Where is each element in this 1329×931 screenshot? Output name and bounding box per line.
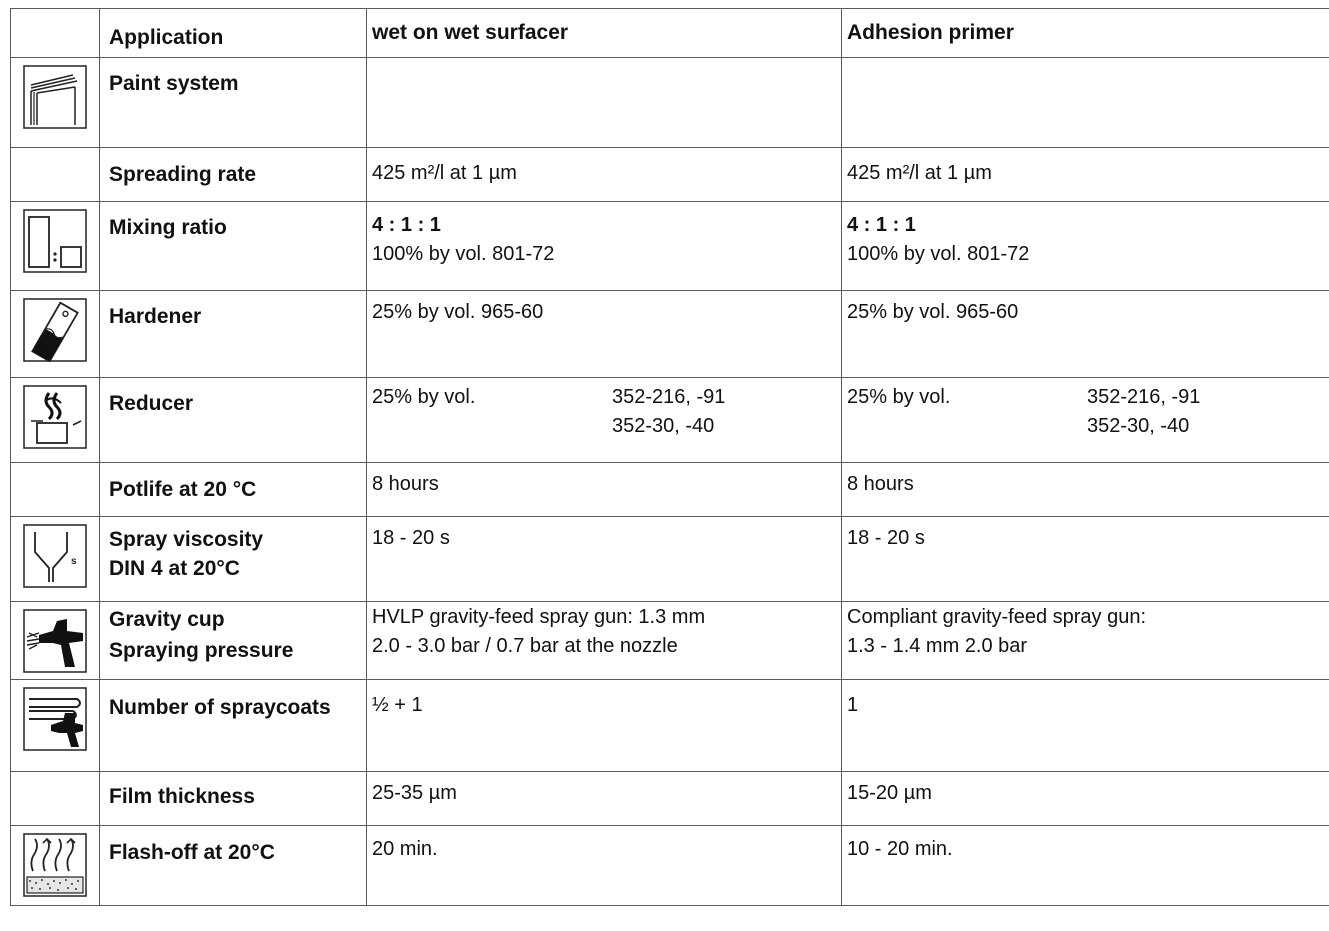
flash-off-icon bbox=[23, 833, 87, 897]
col2-value bbox=[842, 58, 1329, 65]
col2-ratio: 4 : 1 : 1 bbox=[847, 214, 916, 236]
col1-detail: 100% by vol. 801-72 bbox=[372, 243, 555, 265]
row-label-1: Spray viscosity bbox=[109, 528, 264, 551]
header-application: Application bbox=[109, 26, 224, 49]
row-label: Mixing ratio bbox=[109, 216, 227, 239]
col1-value bbox=[367, 58, 841, 65]
row-gravity-cup: Gravity cup Spraying pressure HVLP gravi… bbox=[10, 601, 1329, 680]
hardener-icon bbox=[23, 298, 87, 362]
col1-value: 425 m²/l at 1 µm bbox=[372, 162, 517, 184]
col2-value: 10 - 20 min. bbox=[847, 838, 953, 860]
row-label: Reducer bbox=[109, 392, 194, 415]
header-col1: wet on wet surfacer bbox=[372, 21, 569, 44]
row-label-2: Spraying pressure bbox=[109, 639, 294, 662]
col1-product-2: 352-30, -40 bbox=[612, 415, 715, 437]
header-col2-cell: Adhesion primer bbox=[841, 8, 1329, 58]
col2-value: 18 - 20 s bbox=[847, 527, 925, 549]
icon-cell bbox=[10, 57, 100, 148]
row-film-thickness: Film thickness 25-35 µm 15-20 µm bbox=[10, 771, 1329, 826]
mixing-ratio-icon bbox=[23, 209, 87, 273]
row-spray-viscosity: s Spray viscosity DIN 4 at 20°C 18 - 20 … bbox=[10, 516, 1329, 602]
col2-value: 1 bbox=[847, 694, 859, 716]
row-reducer: Reducer 25% by vol. 352-216, -91 352-30,… bbox=[10, 377, 1329, 463]
row-label: Number of spraycoats bbox=[109, 696, 331, 719]
viscosity-cup-icon: s bbox=[23, 524, 87, 588]
spray-gun-icon bbox=[23, 609, 87, 673]
row-label: Potlife at 20 °C bbox=[109, 478, 257, 501]
spraycoats-icon bbox=[23, 687, 87, 751]
row-label: Hardener bbox=[109, 305, 202, 328]
col1-value: 8 hours bbox=[372, 473, 439, 495]
row-label-1: Gravity cup bbox=[109, 608, 225, 631]
col2-product-1: 352-216, -91 bbox=[1087, 386, 1201, 408]
col2-product-2: 352-30, -40 bbox=[1087, 415, 1190, 437]
col1-value: ½ + 1 bbox=[372, 694, 423, 716]
col2-value: 25% by vol. 965-60 bbox=[847, 301, 1019, 323]
reducer-icon bbox=[23, 385, 87, 449]
col2-value: 425 m²/l at 1 µm bbox=[847, 162, 992, 184]
col1-line-2: 2.0 - 3.0 bar / 0.7 bar at the nozzle bbox=[372, 635, 678, 657]
col1-amount: 25% by vol. bbox=[372, 386, 476, 408]
row-potlife: Potlife at 20 °C 8 hours 8 hours bbox=[10, 462, 1329, 517]
col1-value: 18 - 20 s bbox=[372, 527, 450, 549]
header-icon-cell bbox=[10, 8, 100, 58]
technical-data-table: Application wet on wet surfacer Adhesion… bbox=[10, 8, 1329, 906]
row-label: Spreading rate bbox=[109, 163, 257, 186]
col2-value: 15-20 µm bbox=[847, 782, 932, 804]
row-paint-system: Paint system bbox=[10, 57, 1329, 148]
col2-line-2: 1.3 - 1.4 mm 2.0 bar bbox=[847, 635, 1028, 657]
header-application-cell: Application bbox=[99, 8, 367, 58]
col2-line-1: Compliant gravity-feed spray gun: bbox=[847, 606, 1147, 628]
row-flash-off: Flash-off at 20°C 20 min. 10 - 20 min. bbox=[10, 825, 1329, 906]
row-label: Film thickness bbox=[109, 785, 255, 808]
header-col2: Adhesion primer bbox=[847, 21, 1014, 44]
row-label: Flash-off at 20°C bbox=[109, 841, 275, 864]
col2-amount: 25% by vol. bbox=[847, 386, 951, 408]
svg-text:s: s bbox=[71, 556, 77, 567]
col1-line-1: HVLP gravity-feed spray gun: 1.3 mm bbox=[372, 606, 706, 628]
col1-value: 25-35 µm bbox=[372, 782, 457, 804]
paint-system-icon bbox=[23, 65, 87, 129]
col2-detail: 100% by vol. 801-72 bbox=[847, 243, 1030, 265]
col2-value: 8 hours bbox=[847, 473, 914, 495]
header-col1-cell: wet on wet surfacer bbox=[366, 8, 842, 58]
row-spreading-rate: Spreading rate 425 m²/l at 1 µm 425 m²/l… bbox=[10, 147, 1329, 202]
row-mixing-ratio: Mixing ratio 4 : 1 : 1 100% by vol. 801-… bbox=[10, 201, 1329, 291]
col1-product-1: 352-216, -91 bbox=[612, 386, 726, 408]
row-label-2: DIN 4 at 20°C bbox=[109, 557, 240, 580]
col1-ratio: 4 : 1 : 1 bbox=[372, 214, 441, 236]
row-spraycoats: Number of spraycoats ½ + 1 1 bbox=[10, 679, 1329, 772]
row-label: Paint system bbox=[109, 72, 239, 95]
table-header-row: Application wet on wet surfacer Adhesion… bbox=[10, 8, 1329, 58]
col1-value: 25% by vol. 965-60 bbox=[372, 301, 544, 323]
col1-value: 20 min. bbox=[372, 838, 438, 860]
row-hardener: Hardener 25% by vol. 965-60 25% by vol. … bbox=[10, 290, 1329, 378]
